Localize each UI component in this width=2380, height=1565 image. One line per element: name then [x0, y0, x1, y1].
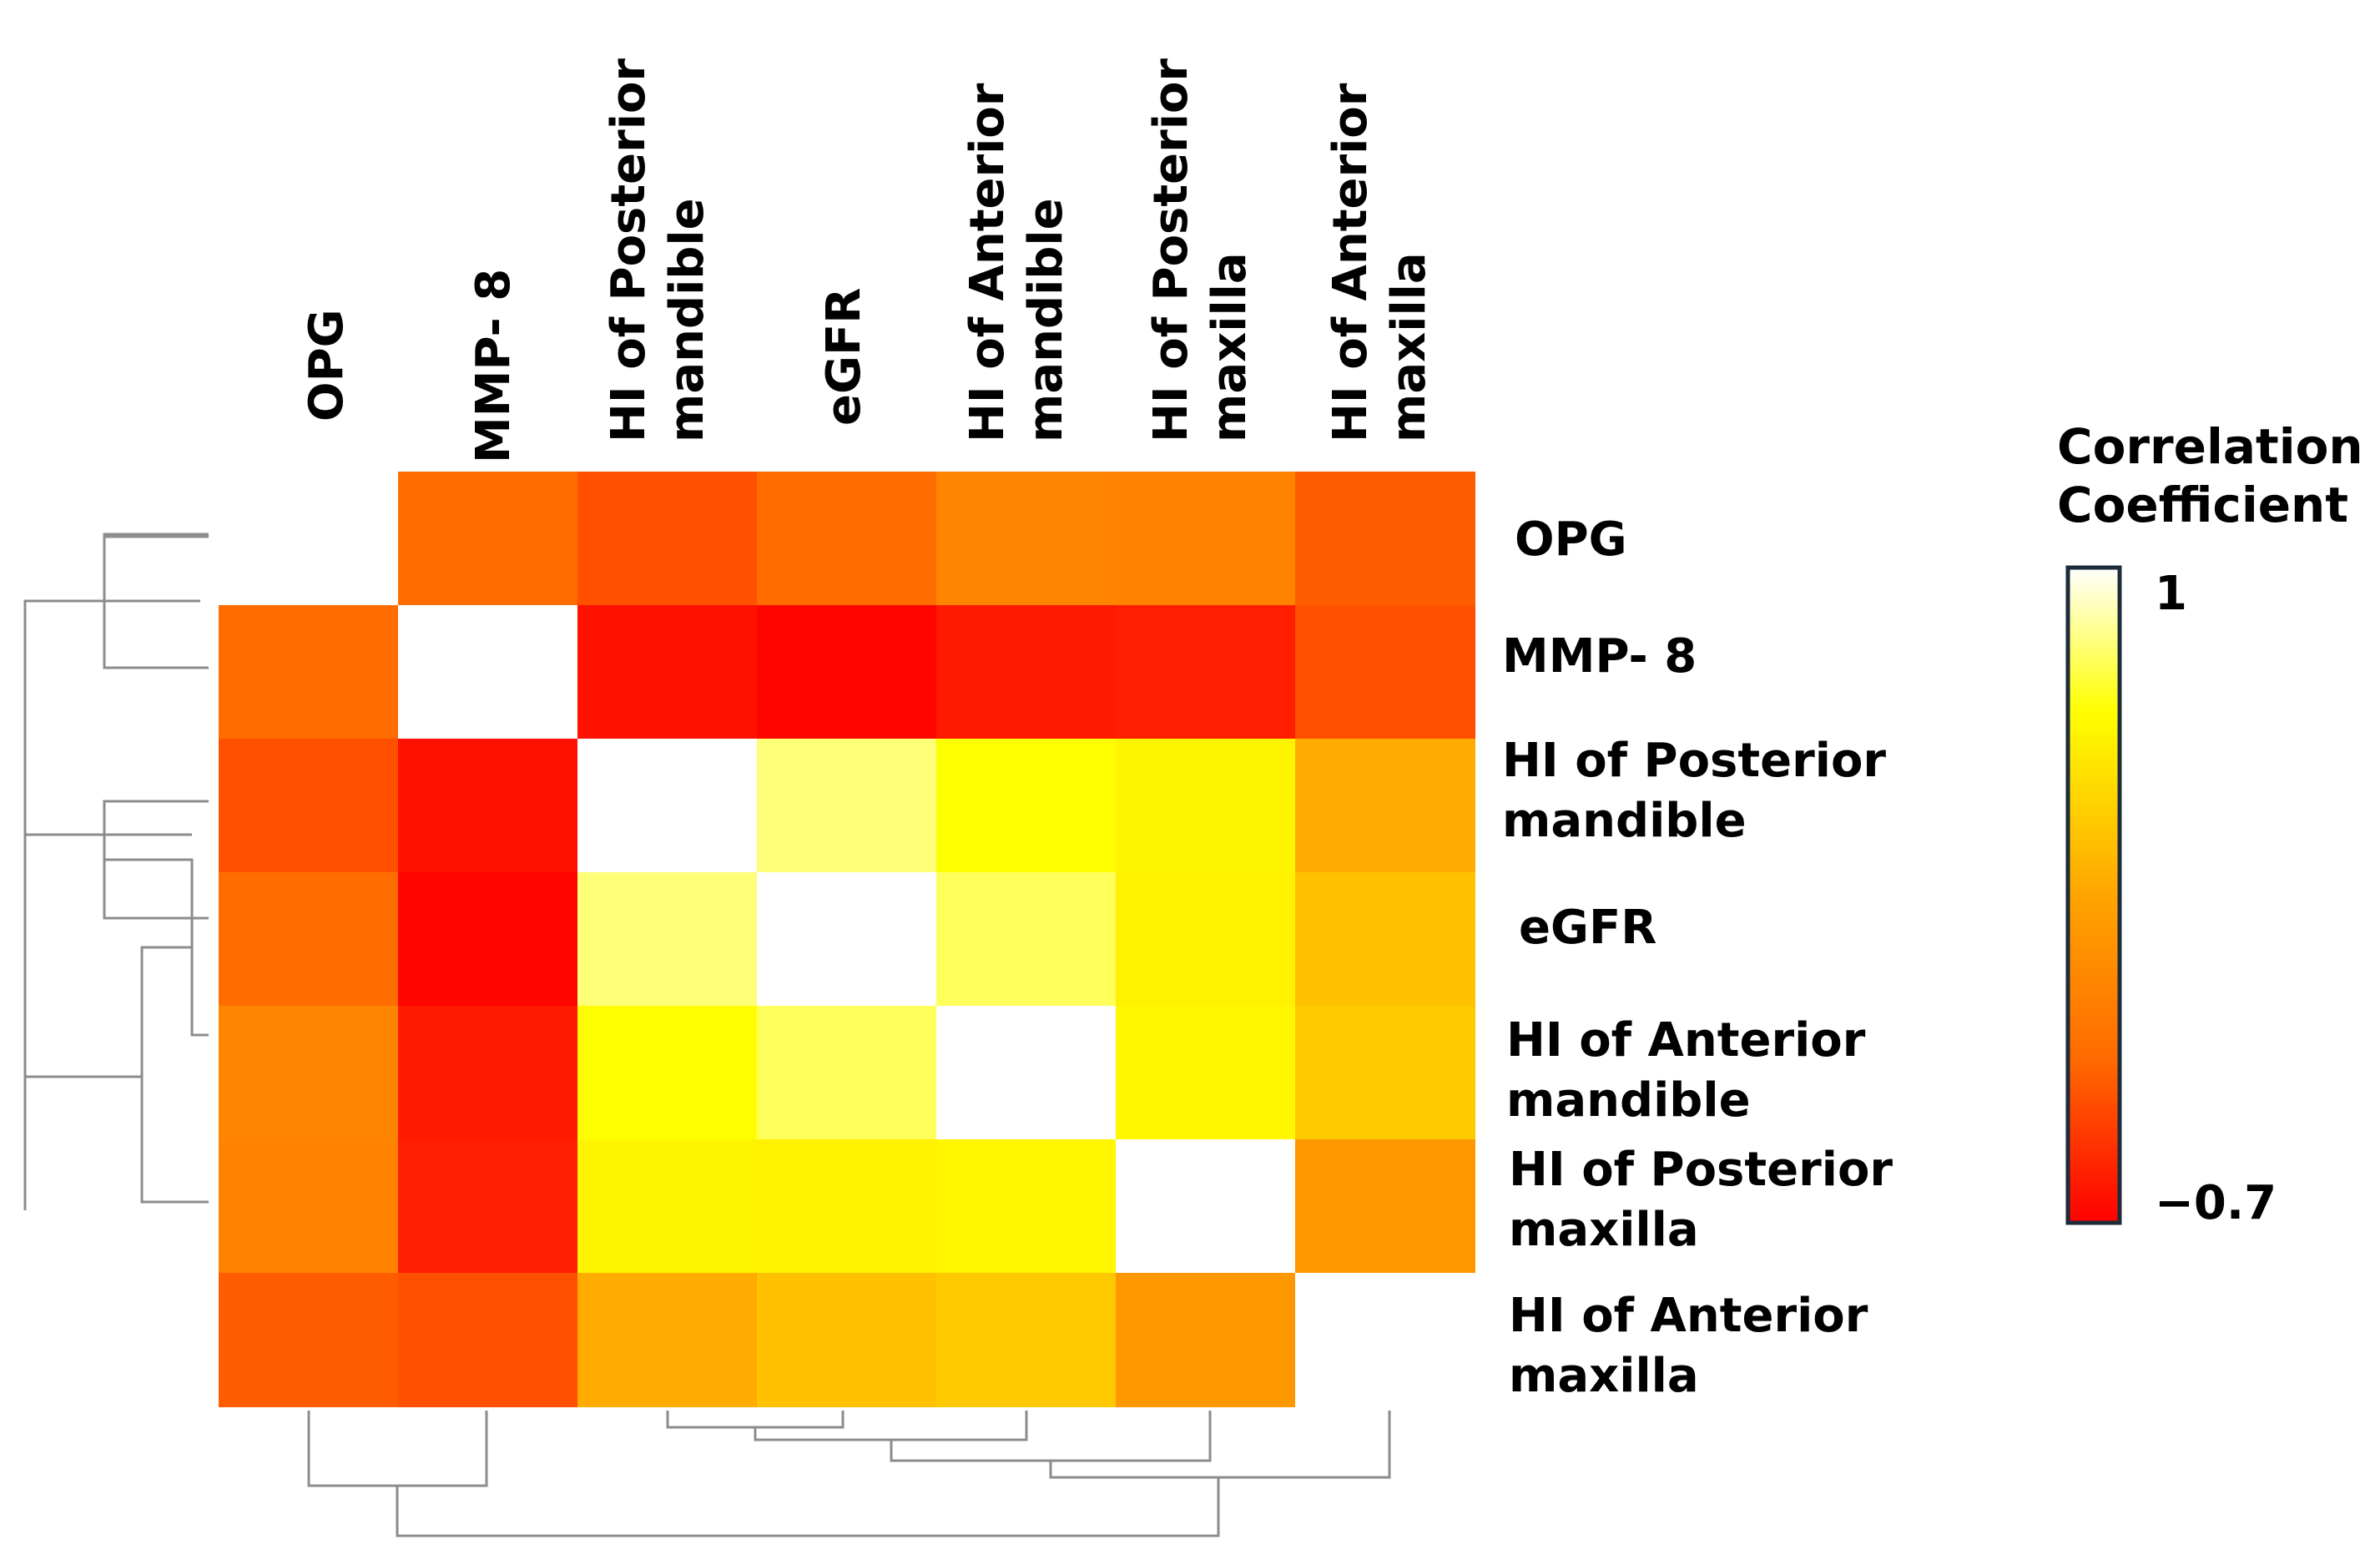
- column-label-4-line-1: mandible: [1019, 198, 1073, 442]
- column-label-3: eGFR: [817, 288, 871, 426]
- heatmap-cell-3-2: [577, 872, 758, 1007]
- heatmap-cell-6-2: [577, 1273, 758, 1407]
- colorbar-gradient: [2065, 565, 2122, 1225]
- heatmap-cell-6-1: [398, 1273, 578, 1407]
- heatmap-cell-4-5: [1116, 1006, 1296, 1140]
- row-label-5-line-0: HI of Posterior: [1509, 1143, 1893, 1197]
- heatmap-cell-3-5: [1116, 872, 1296, 1007]
- heatmap-cell-3-6: [1295, 872, 1475, 1007]
- heatmap-cell-0-6: [1295, 472, 1475, 606]
- column-label-1: MMP- 8: [466, 269, 521, 463]
- row-label-6-line-1: maxilla: [1509, 1349, 1699, 1403]
- heatmap-cell-3-1: [398, 872, 578, 1007]
- column-label-5: HI of Posterior maxilla: [1144, 58, 1257, 442]
- colorbar-title-line-2: Coefficient: [2057, 477, 2348, 533]
- heatmap-cell-3-3: [757, 872, 937, 1007]
- heatmap-cell-1-1: [398, 605, 578, 740]
- heatmap-cell-3-0: [219, 872, 399, 1007]
- heatmap-cell-1-3: [757, 605, 937, 740]
- column-label-5-line-1: maxilla: [1203, 252, 1257, 442]
- column-label-6: HI of Anterior maxilla: [1324, 83, 1436, 442]
- heatmap-cell-0-5: [1116, 472, 1296, 606]
- heatmap-cells: [219, 472, 1475, 1407]
- heatmap-cell-6-6: [1295, 1273, 1475, 1407]
- column-label-2-line-1: mandible: [660, 198, 714, 442]
- heatmap-cell-5-3: [757, 1139, 937, 1274]
- row-label-3-line-0: eGFR: [1519, 901, 1656, 955]
- heatmap-cell-0-4: [936, 472, 1117, 606]
- heatmap-cell-1-2: [577, 605, 758, 740]
- heatmap-cell-0-0: [219, 472, 399, 606]
- colorbar-max-label: 1: [2155, 567, 2187, 621]
- column-dendrogram: [307, 1411, 1391, 1537]
- heatmap-cell-2-5: [1116, 739, 1296, 873]
- row-label-0-line-0: OPG: [1515, 512, 1627, 567]
- heatmap-cell-2-3: [757, 739, 937, 873]
- column-label-1-line-0: MMP- 8: [466, 269, 521, 463]
- row-label-5-line-1: maxilla: [1509, 1203, 1699, 1257]
- heatmap-cell-5-2: [577, 1139, 758, 1274]
- heatmap-cell-2-1: [398, 739, 578, 873]
- column-label-6-line-0: HI of Anterior: [1324, 83, 1378, 442]
- heatmap-cell-4-1: [398, 1006, 578, 1140]
- heatmap-cell-4-4: [936, 1006, 1117, 1140]
- column-label-4: HI of Anterior mandible: [961, 83, 1073, 442]
- heatmap-cell-1-4: [936, 605, 1117, 740]
- row-label-1-line-0: MMP- 8: [1502, 629, 1697, 684]
- column-label-2-line-0: HI of Posterior: [602, 58, 656, 442]
- heatmap-cell-4-6: [1295, 1006, 1475, 1140]
- column-label-6-line-1: maxilla: [1382, 252, 1436, 442]
- row-label-2-line-0: HI of Posterior: [1502, 734, 1886, 788]
- row-label-2: HI of Posterior mandible: [1502, 734, 1886, 848]
- heatmap-cell-1-5: [1116, 605, 1296, 740]
- heatmap-cell-2-4: [936, 739, 1117, 873]
- column-labels: OPG MMP- 8 HI of Posterior mandible eGFR HI o…: [300, 58, 1436, 463]
- heatmap-cell-2-0: [219, 739, 399, 873]
- heatmap-cell-2-6: [1295, 739, 1475, 873]
- row-label-1: MMP- 8: [1502, 629, 1697, 684]
- heatmap-cell-0-1: [398, 472, 578, 606]
- row-label-4-line-0: HI of Anterior: [1506, 1013, 1866, 1068]
- heatmap-cell-6-3: [757, 1273, 937, 1407]
- heatmap-cell-6-5: [1116, 1273, 1296, 1407]
- heatmap-cell-6-4: [936, 1273, 1117, 1407]
- row-label-4-line-1: mandible: [1506, 1073, 1751, 1128]
- row-dendrogram: [23, 533, 209, 1210]
- heatmap-cell-5-0: [219, 1139, 399, 1274]
- colorbar-legend: Correlation Coefficient 1 −0.7: [2057, 418, 2363, 1230]
- column-label-2: HI of Posterior mandible: [602, 58, 714, 442]
- column-label-3-line-0: eGFR: [817, 288, 871, 426]
- row-label-5: HI of Posterior maxilla: [1509, 1143, 1893, 1257]
- heatmap-cell-0-3: [757, 472, 937, 606]
- heatmap-cell-4-2: [577, 1006, 758, 1140]
- heatmap-cell-3-4: [936, 872, 1117, 1007]
- heatmap-cell-4-0: [219, 1006, 399, 1140]
- heatmap-cell-1-6: [1295, 605, 1475, 740]
- row-label-0: OPG: [1515, 512, 1627, 567]
- row-label-6: HI of Anterior maxilla: [1509, 1289, 1868, 1403]
- heatmap-cell-5-4: [936, 1139, 1117, 1274]
- column-label-0-line-0: OPG: [300, 309, 354, 422]
- heatmap-cell-5-6: [1295, 1139, 1475, 1274]
- row-label-3: eGFR: [1519, 901, 1656, 955]
- heatmap-cell-5-1: [398, 1139, 578, 1274]
- heatmap-cell-6-0: [219, 1273, 399, 1407]
- heatmap-cell-1-0: [219, 605, 399, 740]
- column-label-0: OPG: [300, 309, 354, 422]
- heatmap-cell-2-2: [577, 739, 758, 873]
- row-label-6-line-0: HI of Anterior: [1509, 1289, 1868, 1343]
- column-label-5-line-0: HI of Posterior: [1144, 58, 1198, 442]
- heatmap-cell-5-5: [1116, 1139, 1296, 1274]
- heatmap-cell-0-2: [577, 472, 758, 606]
- colorbar-title-line-1: Correlation: [2057, 418, 2363, 475]
- row-labels: OPG MMP- 8 HI of Posterior mandible eGFR HI o…: [1502, 512, 1893, 1403]
- colorbar-min-label: −0.7: [2155, 1176, 2277, 1230]
- heatmap-cell-4-3: [757, 1006, 937, 1140]
- row-label-2-line-1: mandible: [1502, 794, 1747, 848]
- column-label-4-line-0: HI of Anterior: [961, 83, 1015, 442]
